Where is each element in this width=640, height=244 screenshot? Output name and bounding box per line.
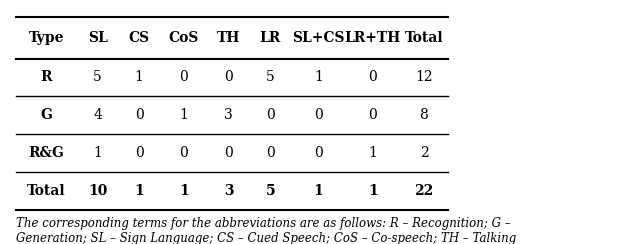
Text: 1: 1 xyxy=(180,108,188,122)
Text: 0: 0 xyxy=(135,146,143,160)
Text: Type: Type xyxy=(29,31,64,45)
Text: 0: 0 xyxy=(135,108,143,122)
Text: 0: 0 xyxy=(314,108,323,122)
Text: 1: 1 xyxy=(93,146,102,160)
Text: LR+TH: LR+TH xyxy=(345,31,401,45)
Text: SL: SL xyxy=(88,31,108,45)
Text: 5: 5 xyxy=(266,71,275,84)
Text: 22: 22 xyxy=(414,184,434,198)
Text: 5: 5 xyxy=(266,184,275,198)
Text: 3: 3 xyxy=(224,184,234,198)
Text: 1: 1 xyxy=(135,71,143,84)
Text: 5: 5 xyxy=(93,71,102,84)
Text: The corresponding terms for the abbreviations are as follows: R – Recognition; G: The corresponding terms for the abbrevia… xyxy=(16,217,516,244)
Text: 1: 1 xyxy=(369,146,377,160)
Text: TH: TH xyxy=(217,31,241,45)
Text: 0: 0 xyxy=(225,146,233,160)
Text: 2: 2 xyxy=(420,146,428,160)
Text: 0: 0 xyxy=(266,146,275,160)
Text: 4: 4 xyxy=(93,108,102,122)
Text: 1: 1 xyxy=(368,184,378,198)
Text: CoS: CoS xyxy=(169,31,199,45)
Text: 0: 0 xyxy=(180,71,188,84)
Text: 10: 10 xyxy=(88,184,108,198)
Text: 0: 0 xyxy=(180,146,188,160)
Text: R&G: R&G xyxy=(28,146,65,160)
Text: R: R xyxy=(41,71,52,84)
Text: 3: 3 xyxy=(225,108,233,122)
Text: 0: 0 xyxy=(266,108,275,122)
Text: LR: LR xyxy=(260,31,281,45)
Text: 12: 12 xyxy=(415,71,433,84)
Text: Total: Total xyxy=(27,184,66,198)
Text: 1: 1 xyxy=(314,71,323,84)
Text: 1: 1 xyxy=(134,184,144,198)
Text: SL+CS: SL+CS xyxy=(292,31,345,45)
Text: Total: Total xyxy=(404,31,444,45)
Text: 1: 1 xyxy=(179,184,189,198)
Text: CS: CS xyxy=(129,31,150,45)
Text: G: G xyxy=(40,108,52,122)
Text: 0: 0 xyxy=(225,71,233,84)
Text: 0: 0 xyxy=(314,146,323,160)
Text: 0: 0 xyxy=(369,71,377,84)
Text: 8: 8 xyxy=(420,108,428,122)
Text: 1: 1 xyxy=(314,184,323,198)
Text: 0: 0 xyxy=(369,108,377,122)
